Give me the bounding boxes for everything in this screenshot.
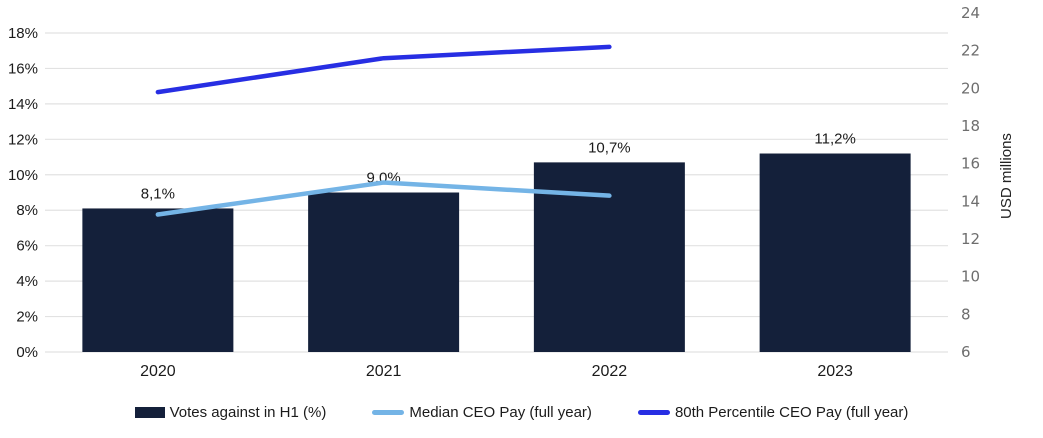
legend-item-p80-pay: 80th Percentile CEO Pay (full year) xyxy=(637,404,909,421)
right-axis-tick: 12 xyxy=(961,230,980,248)
left-axis-tick: 12% xyxy=(8,131,38,148)
right-axis-title: USD millions xyxy=(998,133,1015,219)
bar-value-label: 8,1% xyxy=(141,185,175,202)
right-axis-tick: 14 xyxy=(961,192,980,210)
right-axis-tick: 10 xyxy=(961,268,980,286)
right-axis-tick: 24 xyxy=(961,4,980,22)
median-line-swatch xyxy=(372,410,405,415)
bar-series-swatch xyxy=(134,407,165,418)
left-axis-tick: 18% xyxy=(8,25,38,42)
legend-item-median-pay: Median CEO Pay (full year) xyxy=(372,404,592,421)
right-axis-tick: 8 xyxy=(961,305,971,323)
right-axis-tick: 16 xyxy=(961,155,980,173)
p80-line-swatch xyxy=(637,410,670,415)
left-axis-tick: 16% xyxy=(8,60,38,77)
right-axis-tick: 18 xyxy=(961,117,980,135)
p80-ceo-pay-line xyxy=(155,44,612,95)
right-axis-tick: 20 xyxy=(961,79,980,97)
bar-value-label: 11,2% xyxy=(814,131,855,148)
left-axis-tick: 10% xyxy=(8,167,38,184)
bar-votes-against xyxy=(759,153,911,352)
bar-value-label: 10,7% xyxy=(588,139,631,156)
x-axis-tick: 2021 xyxy=(366,363,402,380)
x-axis-tick: 2023 xyxy=(817,363,853,380)
chart-legend: Votes against in H1 (%) Median CEO Pay (… xyxy=(0,404,1043,421)
legend-item-votes-against: Votes against in H1 (%) xyxy=(134,404,327,421)
left-axis-tick: 8% xyxy=(16,202,38,219)
x-axis-tick: 2020 xyxy=(140,363,176,380)
left-axis-tick: 2% xyxy=(16,309,38,326)
left-axis-tick: 6% xyxy=(16,238,38,255)
right-axis-tick: 6 xyxy=(961,343,971,361)
legend-label-votes-against: Votes against in H1 (%) xyxy=(169,404,327,421)
bar-votes-against xyxy=(308,192,460,352)
right-axis-tick: 22 xyxy=(961,42,980,60)
left-axis-tick: 14% xyxy=(8,96,38,113)
x-axis-tick: 2022 xyxy=(592,363,628,380)
left-axis-tick: 4% xyxy=(16,273,38,290)
bar-votes-against xyxy=(82,208,234,352)
legend-label-p80-pay: 80th Percentile CEO Pay (full year) xyxy=(674,404,909,421)
legend-label-median-pay: Median CEO Pay (full year) xyxy=(409,404,592,421)
left-axis-tick: 0% xyxy=(16,344,38,361)
median-ceo-pay-line xyxy=(155,180,612,217)
